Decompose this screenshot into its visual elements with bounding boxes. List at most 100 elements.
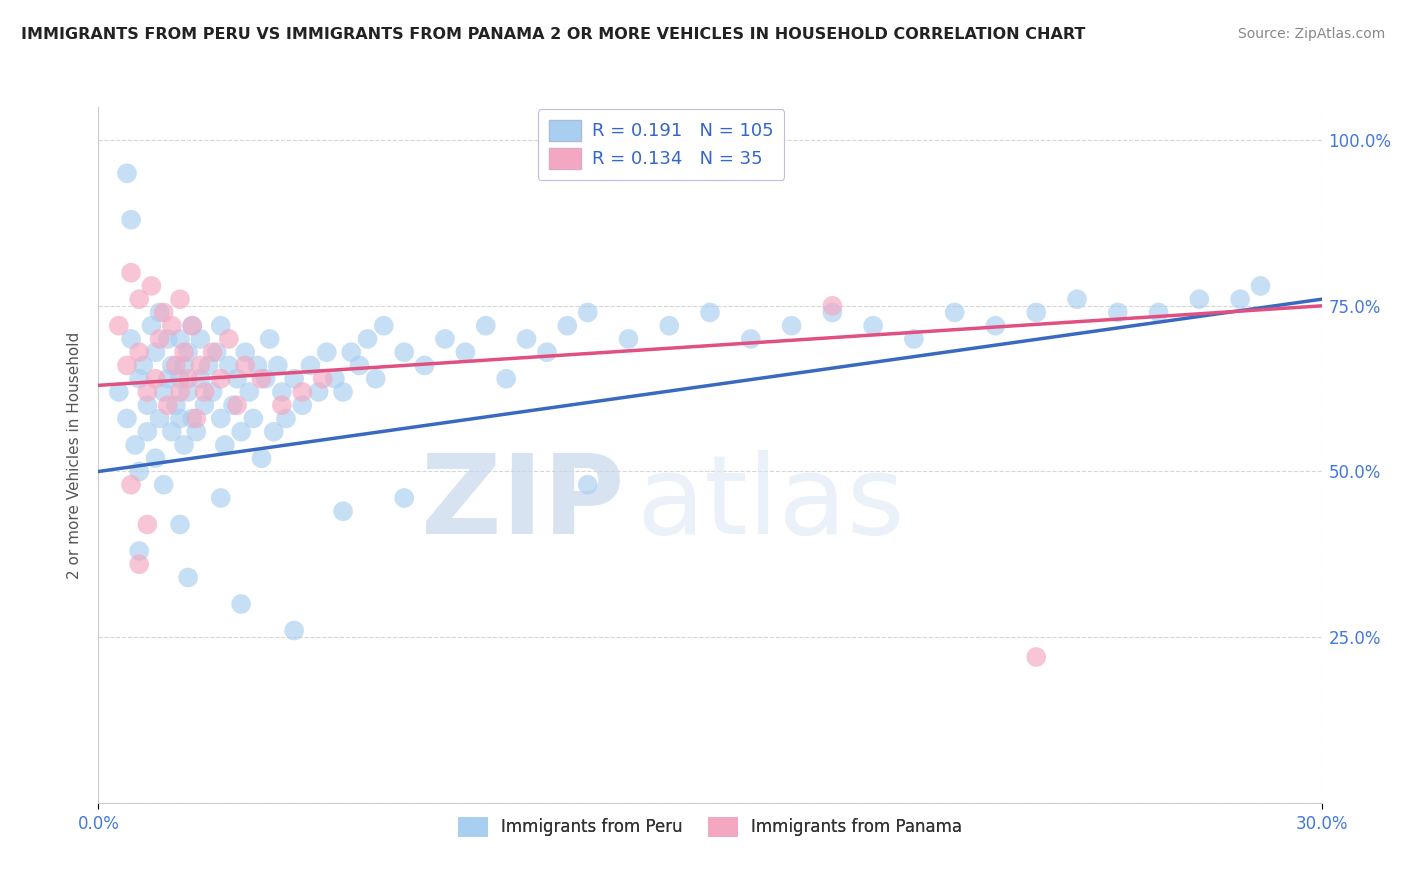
Point bbox=[169, 332, 191, 346]
Point bbox=[226, 372, 249, 386]
Point bbox=[120, 212, 142, 227]
Point bbox=[283, 372, 305, 386]
Point bbox=[323, 372, 346, 386]
Point bbox=[214, 438, 236, 452]
Legend: Immigrants from Peru, Immigrants from Panama: Immigrants from Peru, Immigrants from Pa… bbox=[451, 811, 969, 843]
Point bbox=[392, 345, 416, 359]
Point bbox=[943, 305, 966, 319]
Point bbox=[136, 398, 159, 412]
Point bbox=[274, 411, 297, 425]
Point bbox=[197, 359, 219, 373]
Point bbox=[169, 372, 191, 386]
Point bbox=[149, 305, 172, 319]
Text: ZIP: ZIP bbox=[420, 450, 624, 558]
Point bbox=[332, 384, 354, 399]
Point bbox=[120, 477, 142, 491]
Point bbox=[177, 372, 200, 386]
Point bbox=[136, 425, 159, 439]
Point bbox=[984, 318, 1007, 333]
Point bbox=[474, 318, 498, 333]
Point bbox=[364, 372, 387, 386]
Point bbox=[177, 570, 200, 584]
Point bbox=[173, 438, 195, 452]
Point bbox=[141, 279, 163, 293]
Point bbox=[218, 359, 240, 373]
Point bbox=[193, 398, 215, 412]
Point bbox=[495, 372, 517, 386]
Point bbox=[242, 411, 264, 425]
Point bbox=[152, 305, 174, 319]
Point bbox=[283, 624, 305, 638]
Point bbox=[145, 372, 167, 386]
Point bbox=[413, 359, 436, 373]
Point bbox=[181, 318, 204, 333]
Point bbox=[128, 558, 150, 572]
Point bbox=[120, 332, 142, 346]
Point bbox=[356, 332, 378, 346]
Point bbox=[128, 372, 150, 386]
Point bbox=[177, 384, 200, 399]
Point bbox=[188, 372, 212, 386]
Point bbox=[1188, 292, 1211, 306]
Point bbox=[115, 359, 138, 373]
Text: atlas: atlas bbox=[637, 450, 905, 558]
Point bbox=[173, 359, 195, 373]
Point bbox=[165, 359, 187, 373]
Point bbox=[231, 425, 253, 439]
Point bbox=[188, 332, 212, 346]
Point bbox=[156, 332, 179, 346]
Point bbox=[201, 345, 224, 359]
Point bbox=[128, 544, 150, 558]
Y-axis label: 2 or more Vehicles in Household: 2 or more Vehicles in Household bbox=[67, 331, 83, 579]
Point bbox=[108, 318, 131, 333]
Point bbox=[246, 359, 269, 373]
Point bbox=[132, 359, 155, 373]
Point bbox=[181, 318, 204, 333]
Point bbox=[181, 411, 204, 425]
Point bbox=[145, 451, 167, 466]
Point bbox=[222, 398, 245, 412]
Point bbox=[128, 292, 150, 306]
Point bbox=[201, 384, 224, 399]
Point bbox=[434, 332, 457, 346]
Point bbox=[392, 491, 416, 505]
Point bbox=[156, 372, 179, 386]
Text: IMMIGRANTS FROM PERU VS IMMIGRANTS FROM PANAMA 2 OR MORE VEHICLES IN HOUSEHOLD C: IMMIGRANTS FROM PERU VS IMMIGRANTS FROM … bbox=[21, 27, 1085, 42]
Point bbox=[1066, 292, 1088, 306]
Point bbox=[1107, 305, 1129, 319]
Point bbox=[108, 384, 131, 399]
Point bbox=[699, 305, 721, 319]
Point bbox=[209, 411, 232, 425]
Point bbox=[186, 411, 208, 425]
Point bbox=[308, 384, 330, 399]
Point bbox=[821, 299, 844, 313]
Point bbox=[658, 318, 681, 333]
Point bbox=[115, 411, 138, 425]
Point bbox=[141, 318, 163, 333]
Point bbox=[780, 318, 803, 333]
Point bbox=[226, 398, 249, 412]
Point bbox=[124, 438, 146, 452]
Point bbox=[169, 292, 191, 306]
Point bbox=[291, 384, 314, 399]
Point bbox=[128, 465, 150, 479]
Point bbox=[516, 332, 538, 346]
Point bbox=[862, 318, 884, 333]
Point bbox=[555, 318, 579, 333]
Point bbox=[115, 166, 138, 180]
Point bbox=[160, 359, 183, 373]
Point bbox=[233, 345, 256, 359]
Point bbox=[160, 318, 183, 333]
Point bbox=[536, 345, 558, 359]
Point bbox=[312, 372, 335, 386]
Point bbox=[160, 425, 183, 439]
Point bbox=[332, 504, 354, 518]
Point bbox=[576, 305, 599, 319]
Point bbox=[149, 332, 172, 346]
Point bbox=[349, 359, 371, 373]
Point bbox=[617, 332, 640, 346]
Point bbox=[291, 398, 314, 412]
Point bbox=[454, 345, 477, 359]
Point bbox=[149, 411, 172, 425]
Point bbox=[267, 359, 290, 373]
